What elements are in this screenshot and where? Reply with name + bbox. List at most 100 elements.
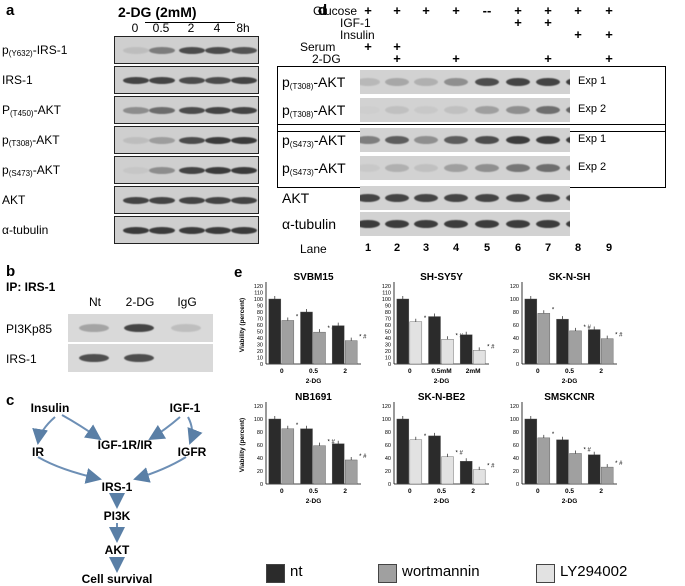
band — [444, 136, 468, 144]
y-tick-label: 20 — [513, 469, 519, 475]
y-tick-label: 80 — [257, 430, 263, 436]
y-tick-label: 120 — [382, 404, 391, 410]
bar — [459, 461, 473, 485]
condition-mark: + — [393, 51, 401, 66]
node-pi3k: PI3K — [104, 509, 131, 523]
band — [385, 78, 409, 86]
condition-name: 2-DG — [312, 52, 341, 66]
band — [179, 137, 205, 144]
bar — [313, 445, 326, 485]
blot-row-label: IRS-1 — [2, 73, 33, 87]
band — [360, 164, 380, 172]
y-tick-label: 80 — [513, 430, 519, 436]
band — [149, 77, 175, 84]
condition-mark: + — [393, 3, 401, 18]
legend-label: wortmannin — [402, 563, 480, 580]
node-insulin: Insulin — [31, 401, 70, 415]
band — [536, 164, 560, 172]
band — [149, 167, 175, 174]
treatment-header: 2-DG (2mM) — [118, 4, 197, 20]
label-subscript: (S473) — [289, 168, 314, 177]
blot-row-label: p(S473)-AKT — [2, 163, 60, 178]
band — [124, 354, 154, 362]
significance-mark: * — [424, 316, 427, 322]
y-tick-label: 20 — [257, 469, 263, 475]
significance-mark: * # — [359, 454, 367, 460]
band — [79, 324, 109, 332]
bar — [344, 459, 358, 485]
bar — [268, 298, 282, 365]
blot-strip — [114, 126, 259, 154]
bar — [396, 418, 410, 485]
chart-title: SK-N-SH — [549, 272, 591, 283]
band — [123, 197, 149, 204]
band — [205, 137, 231, 144]
exposure-label: Exp 1 — [578, 75, 607, 87]
chart-title: SH-SY5Y — [420, 272, 463, 283]
condition-mark: + — [605, 27, 613, 42]
node-igf1: IGF-1 — [170, 401, 201, 415]
band — [149, 197, 175, 204]
y-tick-label: 60 — [385, 443, 391, 449]
x-tick-label: 2 — [599, 488, 603, 495]
condition-mark: + — [544, 51, 552, 66]
bar — [569, 453, 582, 485]
condition-mark: + — [544, 3, 552, 18]
label-subscript: (T308) — [8, 139, 33, 148]
bar — [600, 338, 614, 365]
blot-row-label: p(T308)-AKT — [282, 74, 345, 91]
band — [566, 106, 570, 114]
band — [123, 77, 149, 84]
band — [506, 164, 530, 172]
y-tick-label: 120 — [510, 404, 519, 410]
condition-mark: + — [605, 51, 613, 66]
y-tick-label: 100 — [254, 297, 263, 303]
y-tick-label: 60 — [257, 323, 263, 329]
y-tick-label: 40 — [513, 456, 519, 462]
significance-mark: * — [296, 423, 299, 429]
bar — [569, 330, 582, 365]
x-tick-label: 0.5 — [565, 368, 574, 375]
band — [506, 194, 530, 202]
y-tick-label: 110 — [254, 291, 263, 297]
timepoint-label: 8h — [236, 21, 250, 35]
band — [360, 194, 380, 202]
band — [566, 164, 570, 172]
band — [231, 197, 257, 204]
condition-mark: + — [574, 27, 582, 42]
blot-row-label: AKT — [282, 190, 309, 206]
band — [444, 106, 468, 114]
x-tick-label: 2mM — [466, 368, 481, 375]
lane-number: 5 — [483, 242, 491, 254]
band — [231, 107, 257, 114]
band — [506, 106, 530, 114]
exposure-label: Exp 1 — [578, 133, 607, 145]
significance-mark: * # — [487, 464, 495, 470]
bar — [441, 339, 454, 365]
label-suffix: -AKT — [33, 103, 61, 117]
x-tick-label: 0 — [280, 368, 284, 375]
bar — [409, 439, 423, 485]
band — [79, 354, 109, 362]
bar — [428, 435, 441, 485]
bar — [300, 311, 313, 365]
band — [444, 164, 468, 172]
band — [475, 220, 499, 228]
chart-title: SVBM15 — [293, 272, 333, 283]
bar — [441, 456, 454, 485]
x-tick-label: 2 — [471, 488, 475, 495]
band — [179, 167, 205, 174]
y-tick-label: 100 — [510, 417, 519, 423]
condition-mark: + — [422, 3, 430, 18]
band — [566, 78, 570, 86]
label-main: p — [282, 160, 290, 176]
band — [205, 167, 231, 174]
node-igfr: IGFR — [178, 445, 207, 459]
band — [444, 194, 468, 202]
bar — [331, 325, 345, 365]
lane-number: 4 — [452, 242, 460, 254]
band — [385, 106, 409, 114]
lane-number: 1 — [364, 242, 372, 254]
bar — [396, 298, 410, 365]
